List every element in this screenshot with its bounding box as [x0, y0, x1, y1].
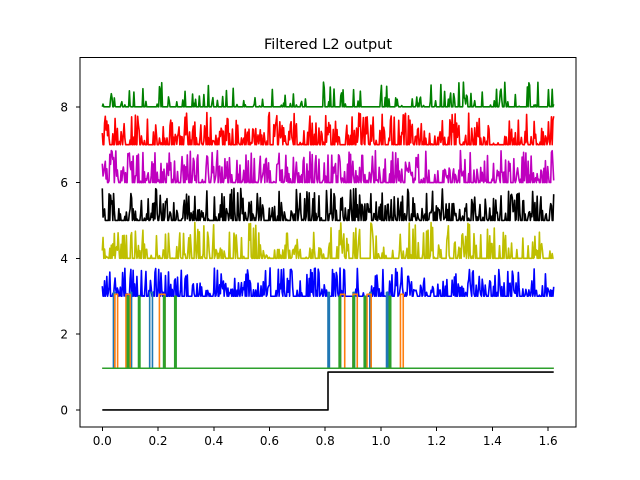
- y-tick-label: 8: [60, 100, 68, 114]
- x-tick-label: 1.0: [371, 434, 390, 448]
- stimulus-line: [102, 371, 554, 411]
- series-line: [101, 81, 555, 108]
- plot-frame: [79, 57, 577, 428]
- plot-traces: [101, 81, 555, 411]
- x-tick-label: 1.2: [427, 434, 446, 448]
- x-tick-label: 0.6: [260, 434, 279, 448]
- pulse-train-line: [102, 295, 554, 370]
- x-tick-label: 0.4: [204, 434, 223, 448]
- y-tick-label: 0: [60, 403, 68, 417]
- series-line: [101, 221, 554, 260]
- x-axis: 0.0 0.2 0.4 0.6 0.8 1.0 1.2 1.4 1.6: [93, 427, 558, 448]
- y-tick-label: 6: [60, 176, 68, 190]
- x-tick-label: 1.4: [483, 434, 502, 448]
- y-tick-label: 2: [60, 328, 68, 342]
- series-line: [101, 149, 555, 184]
- pulse-train-line: [102, 291, 554, 370]
- y-axis: 0 2 4 6 8: [60, 100, 80, 417]
- x-tick-label: 0.8: [316, 434, 335, 448]
- x-tick-label: 0.0: [93, 434, 112, 448]
- x-tick-label: 1.6: [539, 434, 558, 448]
- series-line: [101, 187, 555, 222]
- x-tick-label: 0.2: [148, 434, 167, 448]
- series-line: [101, 111, 555, 146]
- chart-title: Filtered L2 output: [264, 37, 392, 53]
- y-tick-label: 4: [60, 252, 68, 266]
